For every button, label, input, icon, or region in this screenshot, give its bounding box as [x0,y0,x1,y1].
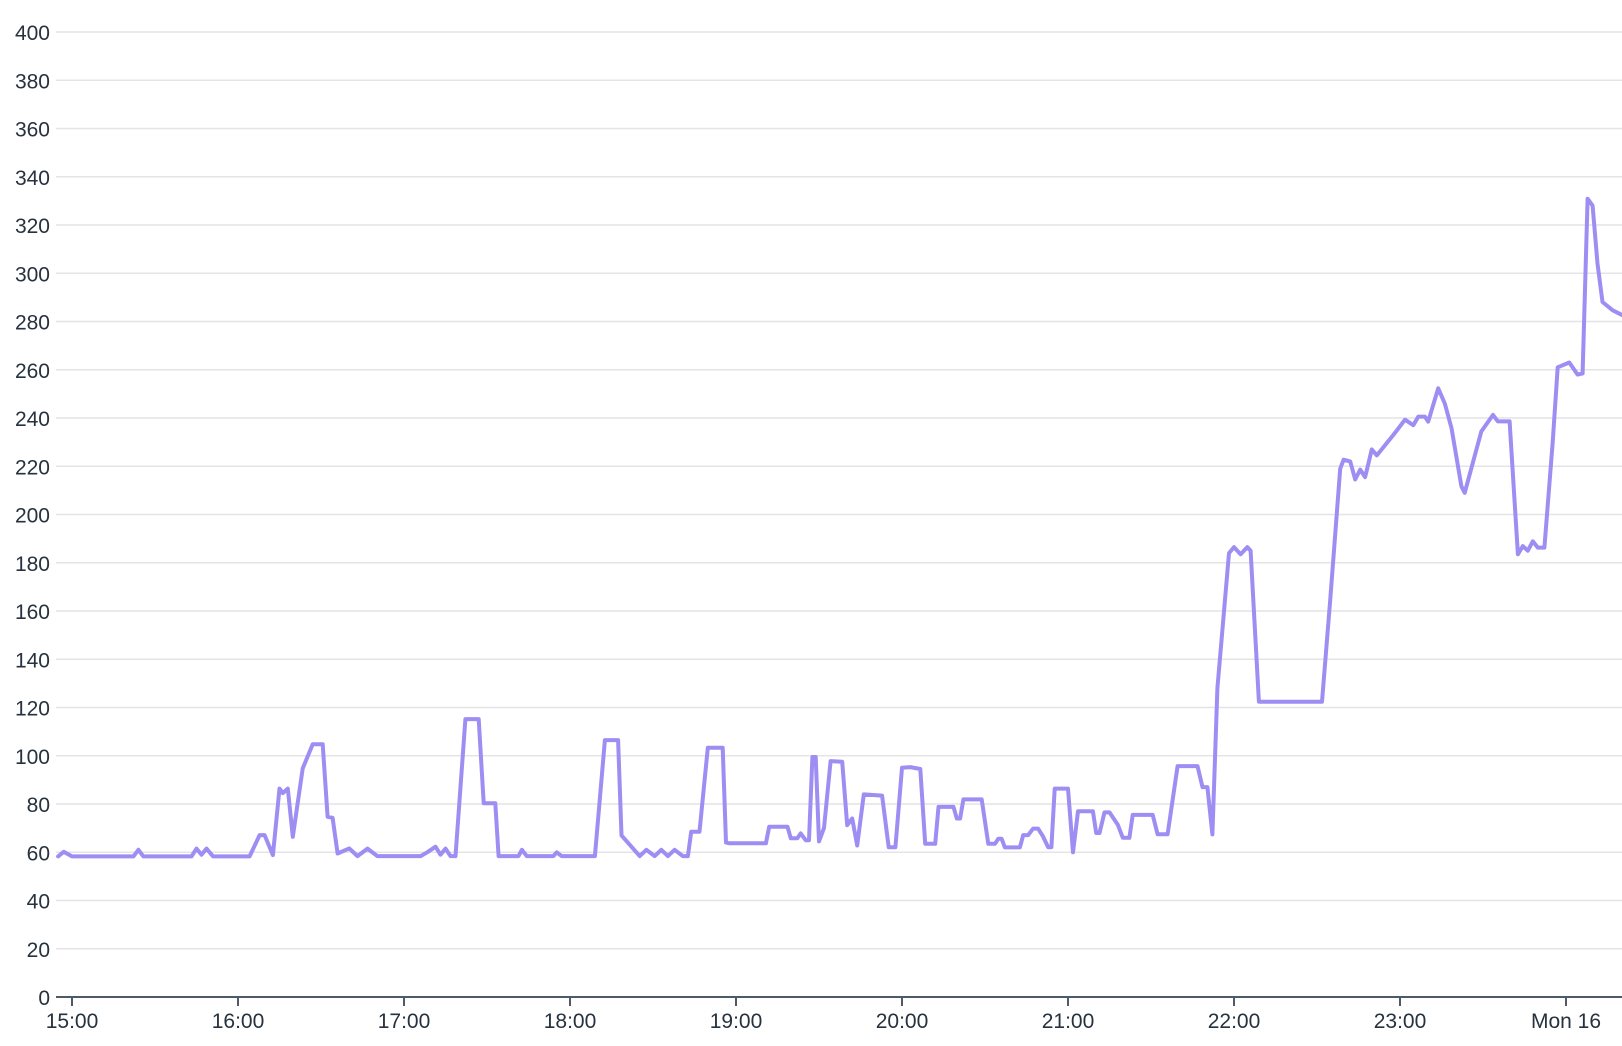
y-axis-label: 100 [15,746,50,769]
x-axis-label: 17:00 [378,1010,431,1033]
y-axis-label: 20 [27,939,50,962]
y-axis-label: 60 [27,842,50,865]
y-axis-label: 300 [15,263,50,286]
x-axis-label: 15:00 [46,1010,99,1033]
x-axis-label: Mon 16 [1531,1010,1601,1033]
y-axis-label: 240 [15,408,50,431]
y-axis-label: 140 [15,649,50,672]
y-axis-label: 120 [15,698,50,721]
y-axis-label: 260 [15,360,50,383]
x-axis-label: 21:00 [1042,1010,1095,1033]
series-line [56,196,1622,859]
y-axis-label: 320 [15,215,50,238]
y-axis-label: 200 [15,505,50,528]
x-axis-label: 23:00 [1374,1010,1427,1033]
y-axis-label: 360 [15,119,50,142]
y-axis-label: 180 [15,553,50,576]
y-axis-label: 340 [15,167,50,190]
x-axis-label: 19:00 [710,1010,763,1033]
x-axis-label: 20:00 [876,1010,929,1033]
y-axis-label: 380 [15,70,50,93]
x-axis-label: 16:00 [212,1010,265,1033]
y-axis-label: 400 [15,22,50,45]
y-axis-label: 80 [27,794,50,817]
y-axis-label: 40 [27,891,50,914]
y-axis-label: 220 [15,456,50,479]
y-axis-label: 0 [38,987,50,1010]
x-axis-label: 22:00 [1208,1010,1261,1033]
x-axis-label: 18:00 [544,1010,597,1033]
y-axis-label: 160 [15,601,50,624]
y-axis-label: 280 [15,312,50,335]
